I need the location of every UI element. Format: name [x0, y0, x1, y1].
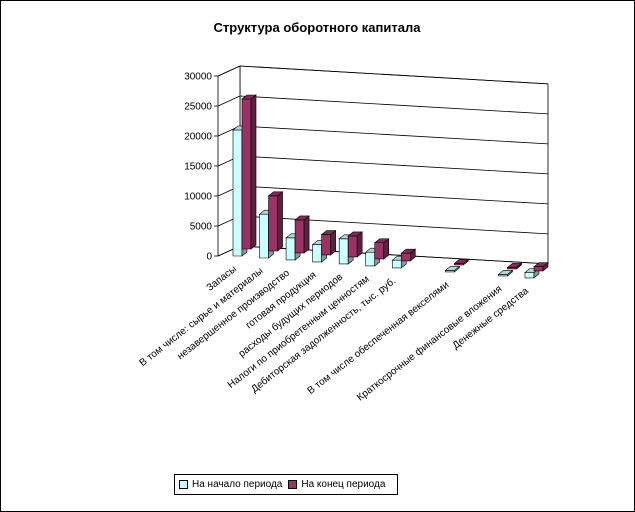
bar-end-5 — [373, 238, 390, 260]
bar-front — [285, 237, 296, 261]
gridline-10000 — [239, 185, 549, 205]
bars — [232, 94, 549, 279]
bar-top — [444, 266, 461, 271]
bar-front — [347, 235, 358, 258]
legend-swatch-start — [179, 480, 188, 489]
bar-top — [320, 230, 337, 235]
bar-front — [294, 219, 305, 254]
gridline-30000 — [239, 65, 549, 85]
gridline-5000 — [239, 215, 549, 235]
bar-top — [400, 248, 417, 254]
y-tick-label-25000: 25000 — [184, 102, 212, 113]
y-axis-ticks: 0 5000 10000 15000 20000 25000 30000 — [184, 72, 218, 263]
bar-end-1 — [267, 191, 284, 252]
bar-end-0 — [241, 94, 257, 250]
legend-item-start: На начало периода — [179, 479, 282, 490]
bar-start-10 — [497, 269, 514, 277]
y-tick-label-30000: 30000 — [184, 72, 212, 83]
bar-side — [303, 215, 310, 254]
legend-item-end: На конец периода — [288, 479, 385, 490]
legend-swatch-end — [288, 480, 298, 489]
bar-top — [453, 259, 470, 264]
bar-front — [259, 213, 269, 259]
bar-top — [533, 262, 549, 268]
bar-end-4 — [347, 231, 364, 258]
bar-side — [277, 191, 283, 252]
bar-top — [294, 215, 310, 221]
bar-top — [497, 270, 514, 275]
gridline-side-25000 — [217, 95, 241, 107]
gridline-side-30000 — [217, 65, 241, 77]
gridline-25000 — [239, 95, 549, 115]
y-tick-label-10000: 10000 — [184, 192, 212, 203]
bar-front — [321, 234, 331, 256]
bar-front — [312, 244, 322, 263]
legend-label-start: На начало периода — [192, 479, 283, 490]
bar-top — [241, 94, 257, 100]
bar-end-11 — [533, 262, 549, 272]
legend-label-end: На конец периода — [301, 479, 386, 490]
bar-front — [232, 129, 243, 257]
y-tick-label-20000: 20000 — [184, 132, 212, 143]
bar-front — [391, 259, 402, 269]
gridline-20000 — [239, 125, 549, 145]
y-tick-label-0: 0 — [206, 252, 212, 263]
bar-start-6 — [391, 255, 408, 269]
bar-side — [250, 94, 257, 250]
bar-end-8 — [453, 258, 470, 266]
bar-top — [267, 191, 284, 197]
bar-front — [400, 252, 411, 262]
bar-top — [373, 238, 390, 244]
bar-front — [374, 242, 385, 260]
bar-front — [241, 98, 252, 250]
bar-top — [506, 263, 523, 268]
y-tick-label-15000: 15000 — [184, 162, 212, 173]
bar-front — [268, 195, 278, 252]
bar-front — [524, 272, 535, 279]
bar-front — [338, 238, 349, 265]
bar-end-6 — [400, 248, 417, 262]
bar-front — [533, 266, 544, 272]
chart-title: Структура оборотного капитала — [214, 20, 422, 35]
bar-front — [365, 251, 376, 267]
gridline-15000 — [239, 155, 549, 175]
y-tick-label-5000: 5000 — [190, 222, 213, 233]
bar-end-3 — [320, 229, 337, 256]
legend: На начало периода На конец периода — [174, 474, 399, 495]
bar-start-8 — [444, 265, 461, 273]
bar-top — [347, 231, 364, 237]
bar-end-2 — [294, 215, 310, 254]
bar-end-10 — [506, 262, 523, 270]
